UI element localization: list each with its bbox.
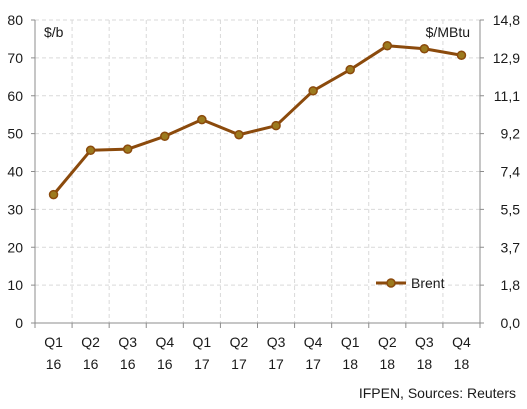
left-tick-label: 30 [7,201,23,217]
x-tick-label-year: 16 [120,356,136,372]
x-tick-label-year: 18 [454,356,470,372]
left-tick-label: 60 [7,88,23,104]
x-tick-label-quarter: Q2 [378,334,397,350]
data-point [345,64,355,75]
legend-label-brent: Brent [411,275,445,291]
legend-marker [386,278,396,288]
left-tick-label: 40 [7,164,23,180]
right-tick-label: 12,9 [493,50,520,66]
data-point [85,145,96,156]
x-tick-label-year: 17 [268,356,284,372]
left-tick-label: 0 [15,315,23,331]
x-tick-label-year: 18 [417,356,433,372]
x-tick-label-year: 16 [46,356,62,372]
legend: Brent [376,275,445,291]
x-tick-label-year: 17 [194,356,210,372]
left-axis-unit: $/b [44,24,64,40]
data-point [419,44,430,54]
source-note: IFPEN, Sources: Reuters [359,385,516,401]
x-tick-label-quarter: Q4 [452,334,471,350]
right-tick-label: 11,1 [494,88,520,104]
right-tick-label: 14,8 [493,12,520,28]
x-tick-label-year: 17 [305,356,321,372]
x-tick-label-quarter: Q3 [415,334,434,350]
right-tick-label: 5,5 [501,201,521,217]
series-brent [48,41,467,200]
x-tick-label-quarter: Q1 [44,334,63,350]
gridlines [35,19,480,323]
x-tick-label-year: 16 [83,356,99,372]
right-axis-unit: $/MBtu [426,24,470,40]
x-tick-label-year: 18 [380,356,396,372]
x-tick-label-year: 17 [231,356,247,372]
x-tick-label-quarter: Q1 [341,334,360,350]
x-tick-label-quarter: Q4 [155,334,174,350]
left-axis-ticks: 0 10 20 30 40 50 60 70 80 [7,12,35,331]
data-point [234,130,244,140]
left-tick-label: 50 [7,126,23,142]
x-tick-label-quarter: Q2 [81,334,100,350]
right-tick-label: 7,4 [501,164,521,180]
left-tick-label: 20 [7,239,23,255]
data-point [122,144,133,154]
series-line [52,44,462,196]
left-tick-label: 70 [7,50,23,66]
right-tick-label: 1,8 [501,277,521,293]
data-point [160,131,170,142]
data-point [48,189,59,200]
left-tick-label: 80 [7,12,23,28]
x-tick-label-quarter: Q2 [230,334,249,350]
data-point [197,114,207,125]
data-point [308,86,318,96]
x-tick-label-year: 18 [342,356,358,372]
data-point [382,41,393,51]
right-axis-ticks: 0,0 1,8 3,7 5,5 7,4 9,2 11,1 12,9 14,8 [480,12,520,331]
right-tick-label: 0,0 [501,315,521,331]
data-point [271,120,281,131]
left-tick-label: 10 [7,277,23,293]
x-tick-label-quarter: Q3 [118,334,137,350]
x-axis-ticks: Q1 16 Q2 16 Q3 16 Q4 16 Q1 17 Q2 17 Q3 17 Q4 17 Q1 18 Q2 18… [44,334,471,372]
x-tick-label-quarter: Q3 [267,334,286,350]
data-point [456,50,467,60]
right-tick-label: 9,2 [501,126,521,142]
x-tick-label-year: 16 [157,356,173,372]
x-tick-label-quarter: Q4 [304,334,323,350]
x-tick-label-quarter: Q1 [193,334,212,350]
right-tick-label: 3,7 [501,239,521,255]
